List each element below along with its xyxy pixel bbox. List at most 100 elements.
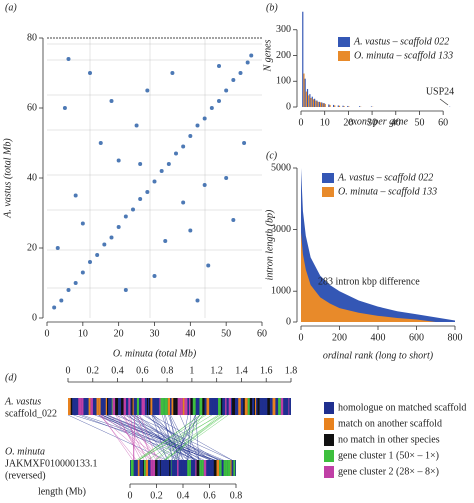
- x-tick-label: 0.2: [150, 490, 163, 501]
- point: [181, 200, 186, 205]
- stripe: [157, 460, 161, 476]
- stripe: [121, 398, 124, 415]
- stripe: [164, 398, 168, 415]
- stripe: [196, 460, 200, 476]
- point: [52, 305, 57, 310]
- bar: [305, 91, 307, 107]
- stripe: [83, 398, 87, 415]
- point: [95, 253, 100, 257]
- x-tick-label: 0.8: [230, 490, 243, 501]
- x-tick-label: 1.4: [235, 365, 248, 376]
- stripe: [115, 398, 119, 415]
- link: [168, 414, 184, 461]
- y-tick-label: 5000: [271, 162, 291, 173]
- stripe: [232, 398, 236, 415]
- panel-label: (b): [266, 2, 278, 13]
- bar: [347, 105, 349, 107]
- link: [151, 414, 202, 461]
- stripe: [107, 398, 109, 415]
- link: [105, 414, 215, 461]
- stripe: [139, 460, 141, 476]
- stripe: [222, 460, 224, 476]
- point: [109, 99, 114, 103]
- point: [245, 60, 250, 65]
- bar: [319, 102, 322, 107]
- stripe: [136, 460, 138, 476]
- stripe: [208, 460, 212, 476]
- stripe: [132, 398, 134, 415]
- stripe: [86, 398, 89, 415]
- x-tick-label: 10: [320, 117, 330, 128]
- x-tick-label: 40: [391, 117, 401, 128]
- legend-swatch: [322, 173, 334, 183]
- bar: [308, 95, 310, 107]
- bar: [312, 99, 315, 107]
- x-tick-label: 1.6: [260, 365, 273, 376]
- link: [163, 414, 225, 461]
- bar: [304, 78, 306, 107]
- x-tick-label: 0: [66, 365, 71, 376]
- link: [161, 414, 178, 461]
- stripe: [267, 398, 270, 415]
- stripe: [130, 460, 131, 476]
- bar: [332, 104, 335, 107]
- stripe: [203, 460, 207, 476]
- stripe: [150, 460, 153, 476]
- point: [88, 260, 92, 264]
- stripe: [175, 398, 178, 415]
- point: [217, 64, 221, 68]
- stripe: [155, 398, 158, 415]
- stripe: [108, 398, 110, 415]
- legend-label: gene cluster 2 (28× – 8×): [338, 466, 439, 477]
- stripe: [252, 398, 255, 415]
- stripe: [227, 398, 229, 415]
- stripe: [174, 460, 178, 476]
- stripe: [167, 460, 170, 476]
- stripe: [157, 398, 158, 415]
- stripe: [170, 398, 172, 415]
- y-axis-title: intron length (bp): [264, 209, 275, 280]
- annotation: 283 intron kbp difference: [318, 276, 420, 287]
- legend-label: match on another scaffold: [338, 418, 442, 429]
- bar: [311, 96, 313, 107]
- bar: [317, 101, 319, 107]
- x-tick-label: 40: [185, 328, 195, 339]
- stripe: [213, 460, 217, 476]
- link: [169, 414, 189, 461]
- legend-label: O. minuta – scaffold 133: [338, 186, 437, 197]
- stripe: [201, 460, 204, 476]
- point: [62, 106, 67, 110]
- y-tick-label: 20: [27, 242, 37, 253]
- y-tick-label: 0: [286, 316, 291, 327]
- link: [123, 414, 148, 461]
- stripe: [140, 460, 143, 476]
- stripe: [189, 460, 191, 476]
- legend-label: O. minuta – scaffold 133: [354, 50, 453, 61]
- stripe: [199, 460, 202, 476]
- point: [238, 71, 243, 75]
- link: [173, 414, 196, 461]
- bar: [359, 106, 361, 107]
- point: [159, 169, 164, 173]
- stripe: [190, 398, 193, 415]
- stripe: [181, 460, 185, 476]
- bar: [318, 101, 320, 107]
- stripe: [139, 398, 141, 415]
- point: [181, 144, 186, 149]
- legend-swatch: [324, 466, 334, 478]
- stripe: [142, 460, 144, 476]
- stripe: [94, 398, 97, 415]
- track-label: scaffold_022: [5, 408, 57, 419]
- stripe: [192, 398, 196, 415]
- link: [165, 414, 223, 461]
- stripe: [283, 398, 287, 415]
- point: [102, 242, 107, 247]
- point: [202, 183, 207, 187]
- link: [164, 414, 173, 461]
- stripe: [146, 398, 149, 415]
- stripe: [180, 398, 183, 415]
- stripe: [182, 398, 185, 415]
- bar: [303, 73, 305, 107]
- stripe: [98, 398, 101, 415]
- bar: [329, 104, 331, 107]
